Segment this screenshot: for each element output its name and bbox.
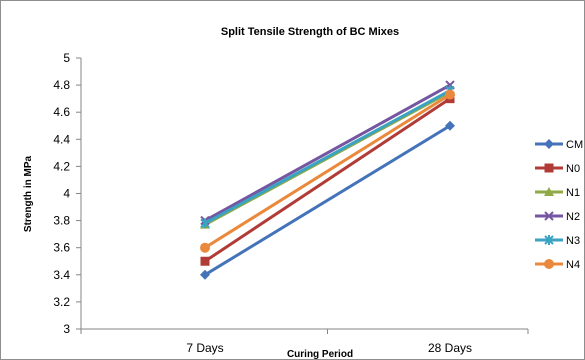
data-point: [200, 256, 210, 266]
series-cm: [200, 120, 455, 280]
legend-marker: [544, 187, 554, 196]
y-tick-label: 4.2: [53, 159, 70, 173]
y-tick-label: 4: [63, 187, 70, 201]
y-tick-label: 3: [63, 322, 70, 336]
legend-label: CM: [566, 139, 583, 151]
series-n2: [200, 80, 455, 226]
data-point: [200, 242, 210, 253]
chart-title: Split Tensile Strength of BC Mixes: [221, 26, 399, 38]
data-point: [200, 218, 210, 229]
x-tick-label: 7 Days: [186, 341, 223, 355]
series-line: [204, 93, 451, 249]
legend-marker: [544, 211, 554, 221]
legend-marker: [544, 259, 554, 269]
y-tick-label: 3.2: [53, 295, 70, 309]
y-tick-label: 4.4: [53, 132, 70, 146]
y-tick-label: 3.8: [53, 214, 70, 228]
series-lines: [200, 80, 455, 280]
y-tick-label: 4.6: [53, 105, 70, 119]
series-line: [204, 124, 451, 277]
legend-marker: [544, 163, 554, 173]
y-axis-title: Strength in MPa: [23, 156, 34, 233]
series-n0: [200, 94, 455, 266]
data-point: [445, 89, 455, 100]
y-tick-label: 5: [63, 51, 70, 65]
legend-label: N3: [566, 235, 580, 247]
legend-marker: [544, 139, 554, 149]
legend-label: N4: [566, 259, 580, 271]
data-point: [445, 120, 455, 131]
series-line: [204, 97, 451, 263]
legend-item-n3: N3: [535, 235, 580, 247]
legend-item-cm: CM: [535, 139, 583, 151]
y-tick-label: 3.6: [53, 241, 70, 255]
legend-item-n2: N2: [535, 211, 580, 223]
y-tick-label: 3.4: [53, 268, 70, 282]
legend: CM N0 N1 N2 N3 N4: [535, 139, 583, 271]
series-line: [204, 83, 451, 222]
legend-label: N1: [566, 187, 580, 199]
legend-item-n0: N0: [535, 163, 580, 175]
legend-marker: [544, 235, 554, 245]
series-line: [204, 89, 451, 225]
marker-stroke: [544, 211, 554, 221]
legend-item-n1: N1: [535, 187, 580, 199]
x-tick-label: 28 Days: [428, 341, 472, 355]
y-tick-label: 4.8: [53, 78, 70, 92]
legend-label: N0: [566, 163, 580, 175]
axes: 3 3.2 3.4 3.6 3.8 4 4.2 4.4 4.6 4.8 5 7 Days 28 Days: [53, 51, 529, 355]
data-point: [200, 269, 210, 280]
legend-label: N2: [566, 211, 580, 223]
x-axis-title: Curing Period: [287, 349, 353, 360]
series-n4: [200, 89, 455, 253]
legend-item-n4: N4: [535, 259, 580, 271]
